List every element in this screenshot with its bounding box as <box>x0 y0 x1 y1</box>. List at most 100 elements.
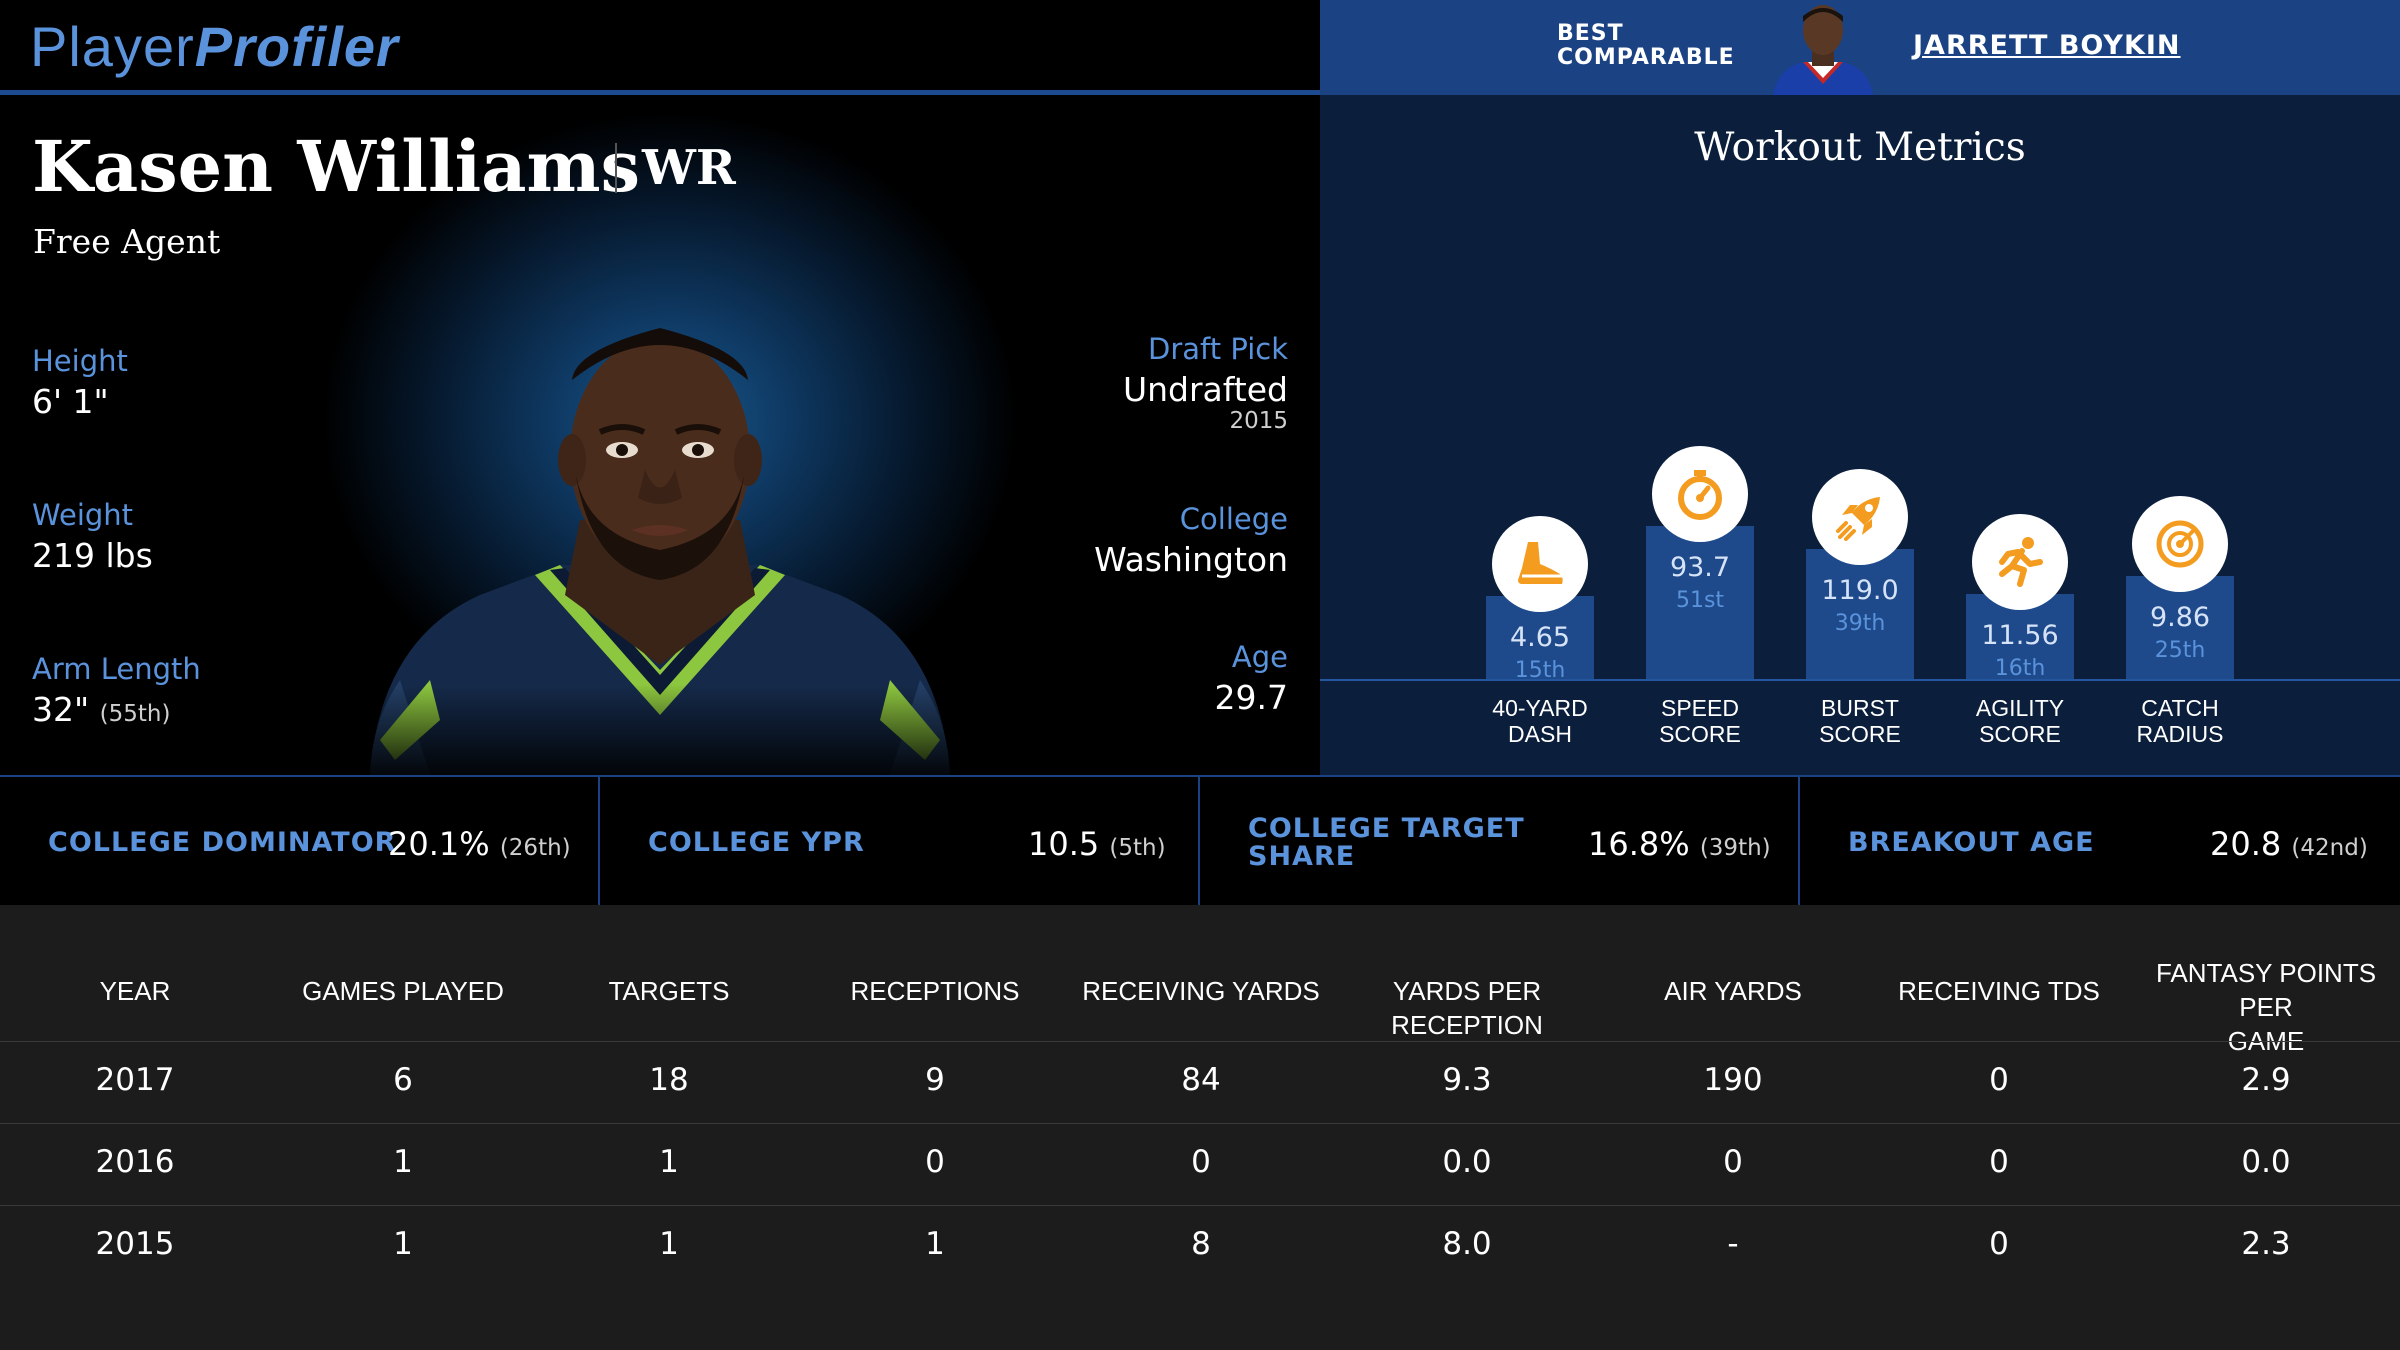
workout-metric-rank: 51st <box>1675 587 1725 613</box>
workout-metric-label: 40-YARD DASH <box>1492 695 1588 747</box>
table-cell: 9 <box>925 1062 945 1098</box>
workout-bar <box>1806 548 1914 679</box>
column-header-receiving-tds[interactable]: RECEIVING TDS <box>1898 976 2100 1006</box>
workout-metric-rank: 15th <box>1514 657 1566 683</box>
college-ypr-value: 10.5 (5th) <box>1028 825 1166 863</box>
arm-length-rank: (55th) <box>99 701 171 727</box>
player-photo <box>360 320 960 775</box>
comparable-player-avatar <box>1773 5 1873 95</box>
college-value: Washington <box>1094 540 1288 579</box>
workout-metric-label: CATCH RADIUS <box>2136 695 2224 747</box>
playerprofiler-logo[interactable]: PlayerProfiler <box>30 15 399 78</box>
draft-year: 2015 <box>1229 408 1288 434</box>
weight-label: Weight <box>32 498 134 532</box>
table-cell: 2017 <box>95 1062 175 1098</box>
workout-metric-value: 4.65 <box>1509 621 1571 653</box>
college-target-share-label: COLLEGE TARGET SHARE <box>1248 813 1525 872</box>
workout-metrics-title: Workout Metrics <box>1694 125 2026 170</box>
best-comparable-label: BEST COMPARABLE <box>1557 21 1735 70</box>
workout-metric-rank: 25th <box>2154 638 2206 664</box>
workout-metric-rank: 39th <box>1834 610 1886 636</box>
workout-bar <box>1646 525 1754 679</box>
column-header-air-yards[interactable]: AIR YARDS <box>1664 976 1802 1006</box>
workout-metric-value: 9.86 <box>2149 602 2211 634</box>
table-cell: 2.3 <box>2241 1226 2291 1262</box>
column-header-receptions[interactable]: RECEPTIONS <box>850 976 1020 1006</box>
name-divider <box>615 143 617 193</box>
table-cell: 2.9 <box>2241 1062 2291 1098</box>
height-value: 6' 1" <box>32 382 109 421</box>
table-cell: 1 <box>393 1144 413 1180</box>
breakout-age-label: BREAKOUT AGE <box>1848 827 2095 858</box>
player-team: Free Agent <box>33 222 221 261</box>
college-target-share-value: 16.8% (39th) <box>1588 825 1771 863</box>
season-stats-table <box>0 905 2400 1350</box>
arm-length-value: 32" (55th) <box>32 690 171 729</box>
college-label: College <box>1179 502 1288 536</box>
breakout-age-value: 20.8 (42nd) <box>2210 825 2368 863</box>
arm-length-label: Arm Length <box>32 652 201 686</box>
table-cell: 84 <box>1181 1062 1221 1098</box>
stat-divider <box>1798 777 1800 905</box>
column-header-year[interactable]: YEAR <box>99 976 171 1006</box>
workout-metric-value: 11.56 <box>1981 619 2059 651</box>
table-cell: 1 <box>659 1144 679 1180</box>
table-cell: 1 <box>925 1226 945 1262</box>
workout-baseline <box>1320 679 2400 681</box>
table-cell: 1 <box>393 1226 413 1262</box>
table-cell: 1 <box>659 1226 679 1262</box>
column-header-fantasy-points[interactable]: FANTASY POINTS PER GAME <box>2155 958 2377 1056</box>
rocket-icon <box>1812 468 1908 565</box>
runner-icon <box>1972 513 2068 610</box>
column-header-yards-per-reception[interactable]: YARDS PER RECEPTION <box>1391 976 1543 1040</box>
player-name: Kasen Williams <box>32 125 640 208</box>
row-divider <box>0 1041 2400 1042</box>
player-position: WR <box>642 140 736 196</box>
table-cell: 8 <box>1191 1226 1211 1262</box>
workout-metric-label: BURST SCORE <box>1819 695 1901 747</box>
table-cell: 18 <box>649 1062 689 1098</box>
college-stats-strip <box>0 775 2400 907</box>
table-cell: 0 <box>1989 1144 2009 1180</box>
workout-metric-value: 93.7 <box>1669 551 1731 583</box>
column-header-receiving-yards[interactable]: RECEIVING YARDS <box>1082 976 1320 1006</box>
table-cell: 2015 <box>95 1226 175 1262</box>
table-cell: 0 <box>1989 1062 2009 1098</box>
draft-pick-label: Draft Pick <box>1148 332 1288 366</box>
age-value: 29.7 <box>1214 678 1288 717</box>
table-cell: 0.0 <box>1442 1144 1492 1180</box>
table-cell: 6 <box>393 1062 413 1098</box>
workout-metric-value: 119.0 <box>1821 574 1899 606</box>
stopwatch-icon <box>1652 445 1748 542</box>
target-icon <box>2132 496 2228 593</box>
table-cell: 0 <box>1989 1226 2009 1262</box>
table-cell: 2016 <box>95 1144 175 1180</box>
row-divider <box>0 1123 2400 1124</box>
header-bar <box>0 0 1320 95</box>
best-comparable-link[interactable]: JARRETT BOYKIN <box>1913 30 2181 61</box>
workout-metric-label: SPEED SCORE <box>1659 695 1741 747</box>
stat-divider <box>598 777 600 905</box>
workout-bar <box>2126 576 2234 679</box>
table-cell: 0 <box>1191 1144 1211 1180</box>
column-header-games-played[interactable]: GAMES PLAYED <box>302 976 504 1006</box>
row-divider <box>0 1205 2400 1206</box>
table-cell: - <box>1727 1226 1739 1262</box>
table-cell: 0.0 <box>2241 1144 2291 1180</box>
workout-metric-label: AGILITY SCORE <box>1975 695 2065 747</box>
table-cell: 0 <box>1723 1144 1743 1180</box>
age-label: Age <box>1231 640 1288 674</box>
weight-value: 219 lbs <box>32 536 153 575</box>
table-cell: 9.3 <box>1442 1062 1492 1098</box>
college-dominator-label: COLLEGE DOMINATOR <box>48 827 397 858</box>
draft-pick-value: Undrafted <box>1122 370 1288 409</box>
college-ypr-label: COLLEGE YPR <box>648 827 865 858</box>
column-header-targets[interactable]: TARGETS <box>608 976 730 1006</box>
table-cell: 8.0 <box>1442 1226 1492 1262</box>
table-cell: 190 <box>1703 1062 1763 1098</box>
shoe-icon <box>1492 515 1588 612</box>
college-dominator-value: 20.1% (26th) <box>388 825 571 863</box>
workout-metric-rank: 16th <box>1994 655 2046 681</box>
stat-divider <box>1198 777 1200 905</box>
table-cell: 0 <box>925 1144 945 1180</box>
